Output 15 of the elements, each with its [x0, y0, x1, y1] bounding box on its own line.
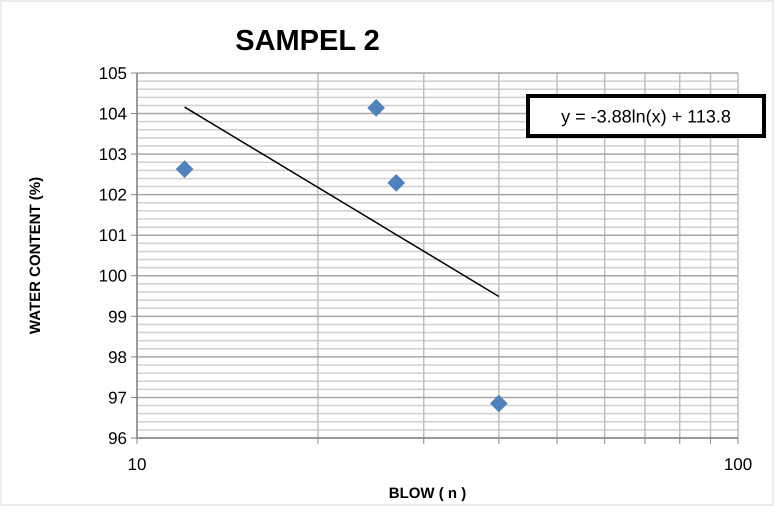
- y-tick-label: 105: [98, 64, 127, 83]
- x-axis-title: BLOW ( n ): [388, 485, 466, 502]
- chart-title: SAMPEL 2: [235, 25, 380, 57]
- y-tick-label: 103: [98, 145, 127, 164]
- y-tick-label: 104: [98, 104, 127, 124]
- annotation: y = -3.88ln(x) + 113.8: [561, 106, 731, 126]
- y-tick-label: 100: [98, 266, 127, 286]
- y-tick-label: 99: [108, 307, 127, 326]
- x-tick-label: 10: [128, 455, 146, 474]
- y-tick-label: 101: [98, 226, 127, 246]
- y-tick-label: 102: [98, 186, 127, 205]
- y-tick-label: 96: [108, 428, 127, 448]
- y-tick-label: 98: [108, 348, 127, 367]
- y-tick-label: 97: [108, 388, 127, 408]
- y-axis-title: WATER CONTENT (%): [27, 176, 44, 334]
